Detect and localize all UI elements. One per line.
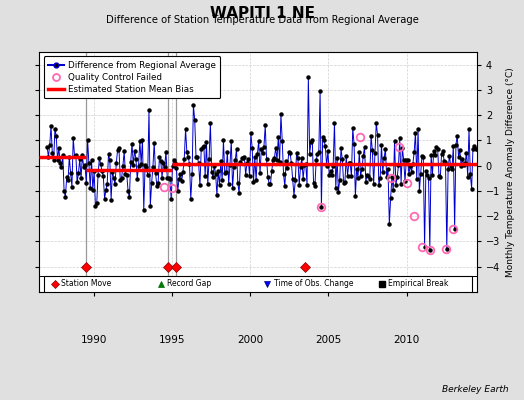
FancyBboxPatch shape bbox=[44, 276, 472, 292]
Legend: Difference from Regional Average, Quality Control Failed, Estimated Station Mean: Difference from Regional Average, Qualit… bbox=[43, 56, 221, 98]
Text: Difference of Station Temperature Data from Regional Average: Difference of Station Temperature Data f… bbox=[105, 15, 419, 25]
Text: Time of Obs. Change: Time of Obs. Change bbox=[274, 280, 353, 288]
Text: WAPITI 1 NE: WAPITI 1 NE bbox=[210, 6, 314, 21]
Y-axis label: Monthly Temperature Anomaly Difference (°C): Monthly Temperature Anomaly Difference (… bbox=[506, 67, 515, 277]
Text: Station Move: Station Move bbox=[61, 280, 112, 288]
Text: Berkeley Earth: Berkeley Earth bbox=[442, 385, 508, 394]
Text: Empirical Break: Empirical Break bbox=[388, 280, 448, 288]
Text: Record Gap: Record Gap bbox=[168, 280, 212, 288]
